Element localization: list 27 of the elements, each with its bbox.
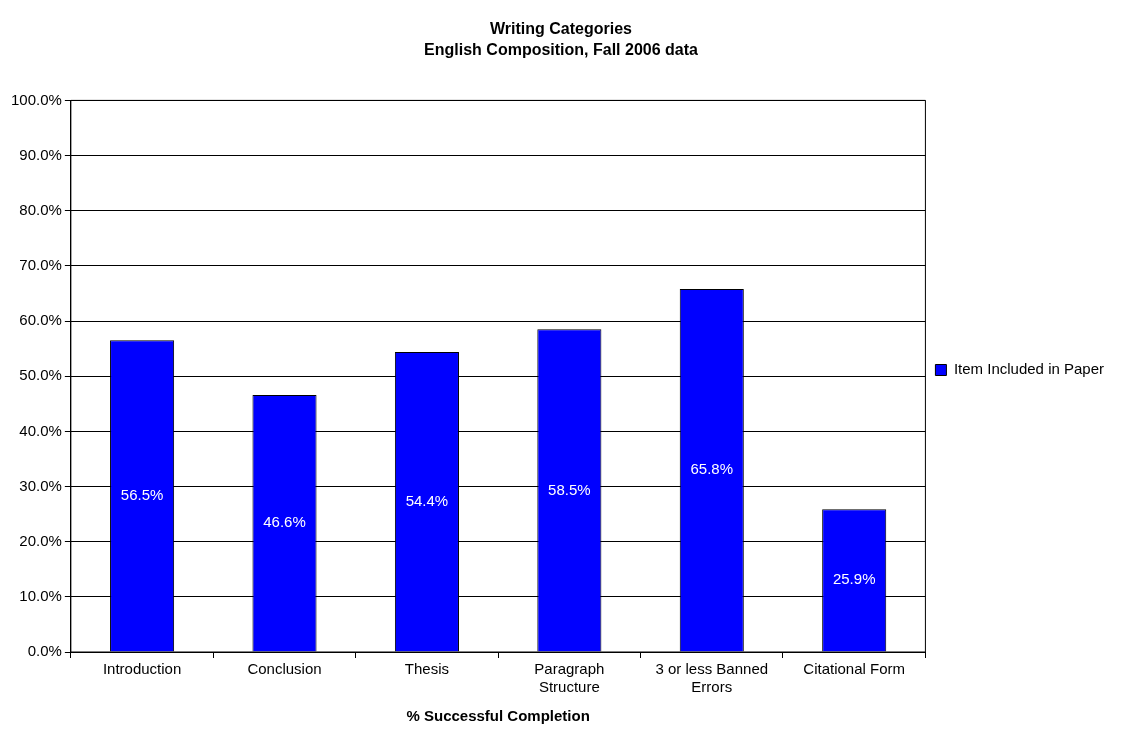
data-label: 65.8% bbox=[690, 460, 734, 478]
chart-subtitle: English Composition, Fall 2006 data bbox=[424, 41, 699, 59]
y-tick-label: 90.0% bbox=[19, 145, 62, 163]
y-tick-label: 40.0% bbox=[19, 421, 62, 439]
y-tick-label: 80.0% bbox=[19, 200, 62, 218]
chart-title: Writing Categories bbox=[490, 20, 633, 38]
data-label: 56.5% bbox=[120, 486, 164, 504]
data-label: 58.5% bbox=[548, 480, 591, 498]
y-tick-label: 30.0% bbox=[19, 476, 62, 494]
x-axis-title: % Successful Completion bbox=[406, 707, 590, 725]
x-tick-label: Paragraph Structure bbox=[534, 660, 605, 696]
y-tick-label: 100.0% bbox=[11, 90, 62, 108]
data-label: 46.6% bbox=[263, 513, 306, 531]
y-tick-label: 70.0% bbox=[19, 256, 62, 274]
x-tick-label: 3 or less Banned Errors bbox=[655, 660, 769, 696]
x-tick-label: Conclusion bbox=[247, 660, 322, 678]
x-tick-label: Thesis bbox=[404, 660, 450, 678]
data-label: 54.4% bbox=[405, 491, 449, 509]
y-tick-label: 60.0% bbox=[19, 311, 62, 329]
y-tick-label: 10.0% bbox=[19, 586, 62, 604]
data-label: 25.9% bbox=[832, 570, 876, 588]
legend-label: Item Included in Paper bbox=[953, 360, 1105, 378]
y-tick-label: 0.0% bbox=[27, 642, 62, 660]
y-tick-label: 20.0% bbox=[19, 531, 62, 549]
x-tick-label: Citational Form bbox=[803, 660, 906, 678]
y-tick-label: 50.0% bbox=[19, 366, 62, 384]
x-tick-label: Introduction bbox=[102, 660, 182, 678]
